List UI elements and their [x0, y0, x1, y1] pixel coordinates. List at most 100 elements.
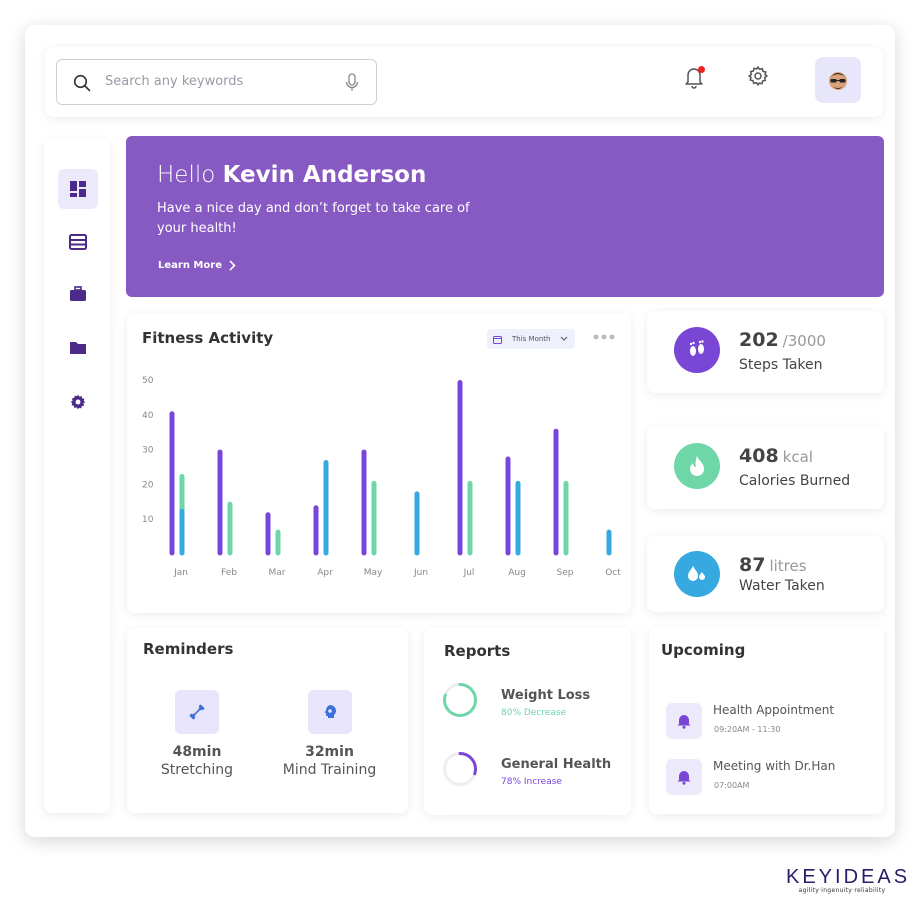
- sidebar-item-list[interactable]: [58, 222, 98, 262]
- briefcase-icon: [70, 286, 86, 301]
- x-tick-label: Apr: [317, 568, 333, 578]
- upcoming-title: Upcoming: [661, 641, 746, 659]
- reminder-label: Stretching: [160, 762, 234, 778]
- calories-unit: kcal: [782, 448, 813, 466]
- footprints-icon: [689, 340, 704, 356]
- progress-ring: [443, 683, 477, 717]
- steps-unit: /3000: [782, 332, 826, 350]
- sidebar-item-dashboard[interactable]: [58, 169, 98, 209]
- report-label: General Health: [501, 757, 612, 772]
- x-tick-label: Jul: [463, 568, 475, 578]
- bell-icon: [685, 68, 703, 89]
- steps-value: 202/3000: [739, 329, 826, 351]
- report-desc: 78% Increase: [501, 777, 562, 787]
- upcoming-item[interactable]: Meeting with Dr.Han 07:00AM: [666, 759, 881, 799]
- water-label: Water Taken: [739, 578, 825, 594]
- y-tick-label: 40: [142, 411, 154, 421]
- reminder-icon-box: [175, 690, 219, 734]
- keyideas-logo: KEYIDEAS agility·ingenuity·reliability: [786, 866, 911, 894]
- flame-icon: [690, 456, 704, 476]
- y-tick-label: 50: [142, 376, 154, 386]
- upcoming-label: Health Appointment: [713, 703, 835, 717]
- stat-card-water: 87 litres Water Taken: [647, 536, 884, 612]
- reminders-card: Reminders 48min Stretching 32min Mind Tr…: [127, 628, 408, 813]
- upcoming-time: 07:00AM: [714, 781, 750, 790]
- progress-ring: [443, 752, 477, 786]
- y-tick-label: 10: [142, 515, 154, 525]
- fitness-activity-card: 10 20 30 40 50 Jan Feb Mar Apr May Jun Jul Aug Sep Oct…: [127, 313, 631, 613]
- report-item-general-health[interactable]: General Health 78% Increase: [442, 751, 627, 791]
- upcoming-item[interactable]: Health Appointment 09:20AM - 11:30: [666, 703, 881, 743]
- greeting: Hello Kevin Anderson: [157, 162, 426, 188]
- water-drops-icon: [688, 566, 705, 581]
- calories-number: 408: [739, 445, 779, 467]
- upcoming-icon-box: [666, 703, 702, 739]
- x-tick-label: Aug: [508, 568, 526, 578]
- chevron-down-icon: [561, 336, 568, 341]
- reports-title: Reports: [444, 642, 511, 660]
- logo-tagline: agility·ingenuity·reliability: [798, 887, 886, 894]
- sidebar-item-settings[interactable]: [58, 382, 98, 422]
- period-dropdown[interactable]: This Month: [487, 329, 575, 349]
- reminder-item[interactable]: 32min Mind Training: [272, 690, 387, 778]
- microphone-icon[interactable]: [344, 73, 360, 93]
- upcoming-card: Upcoming Health Appointment 09:20AM - 11…: [649, 627, 884, 814]
- reminder-duration: 32min: [305, 744, 354, 760]
- search-placeholder: Search any keywords: [105, 74, 244, 89]
- report-label: Weight Loss: [501, 688, 591, 703]
- x-tick-label: Oct: [605, 568, 621, 578]
- top-bar: Search any keywords: [45, 47, 883, 117]
- steps-label: Steps Taken: [739, 357, 823, 373]
- reminder-icon-box: [307, 690, 352, 734]
- x-tick-label: May: [364, 568, 383, 578]
- welcome-banner: Hello Kevin Anderson Have a nice day and…: [126, 136, 884, 297]
- period-label: This Month: [512, 335, 551, 343]
- bell-icon: [677, 771, 691, 785]
- learn-more-link[interactable]: Learn More: [158, 260, 236, 271]
- stat-card-calories: 408 kcal Calories Burned: [647, 427, 884, 509]
- search-input[interactable]: Search any keywords: [56, 59, 377, 105]
- y-tick-label: 20: [142, 480, 154, 490]
- greeting-word: Hello: [157, 162, 216, 188]
- report-item-weight-loss[interactable]: Weight Loss 80% Decrease: [442, 682, 627, 722]
- chevron-right-icon: [229, 260, 236, 271]
- dashboard-icon: [70, 181, 86, 197]
- sidebar-item-folder[interactable]: [58, 327, 98, 367]
- user-avatar[interactable]: [815, 57, 861, 103]
- reports-card: Reports Weight Loss 80% Decrease General…: [424, 628, 631, 815]
- x-tick-label: Jun: [413, 568, 428, 578]
- progress-arc: [443, 752, 477, 786]
- user-name: Kevin Anderson: [222, 162, 427, 188]
- brain-icon: [324, 705, 336, 718]
- reminder-duration: 48min: [172, 744, 222, 760]
- notification-button[interactable]: [682, 64, 706, 90]
- learn-more-label: Learn More: [158, 260, 222, 271]
- logo-word: KEYIDEAS: [786, 866, 911, 888]
- water-icon-circle: [674, 551, 720, 597]
- sidebar-item-briefcase[interactable]: [58, 274, 98, 314]
- more-options-icon[interactable]: [593, 334, 615, 340]
- x-tick-label: Sep: [557, 568, 574, 578]
- x-tick-label: Feb: [221, 568, 237, 578]
- search-icon: [73, 74, 91, 92]
- fitness-title: Fitness Activity: [142, 329, 274, 347]
- upcoming-time: 09:20AM - 11:30: [714, 725, 781, 734]
- steps-number: 202: [739, 329, 779, 351]
- folder-icon: [70, 341, 86, 354]
- settings-gear-icon[interactable]: [747, 65, 769, 87]
- progress-arc: [443, 683, 477, 717]
- settings-icon: [70, 394, 86, 410]
- sidebar: [44, 139, 110, 813]
- x-tick-label: Mar: [269, 568, 286, 578]
- calories-label: Calories Burned: [739, 473, 851, 489]
- stat-card-steps: 202/3000 Steps Taken: [647, 311, 884, 393]
- reminder-label: Mind Training: [282, 762, 377, 778]
- dumbbell-icon: [189, 704, 205, 720]
- water-number: 87: [739, 554, 766, 576]
- reminders-title: Reminders: [143, 640, 234, 658]
- banner-message: Have a nice day and don’t forget to take…: [157, 201, 470, 236]
- upcoming-label: Meeting with Dr.Han: [713, 759, 836, 773]
- water-value: 87 litres: [739, 554, 807, 576]
- calendar-icon: [493, 335, 502, 344]
- reminder-item[interactable]: 48min Stretching: [142, 690, 252, 778]
